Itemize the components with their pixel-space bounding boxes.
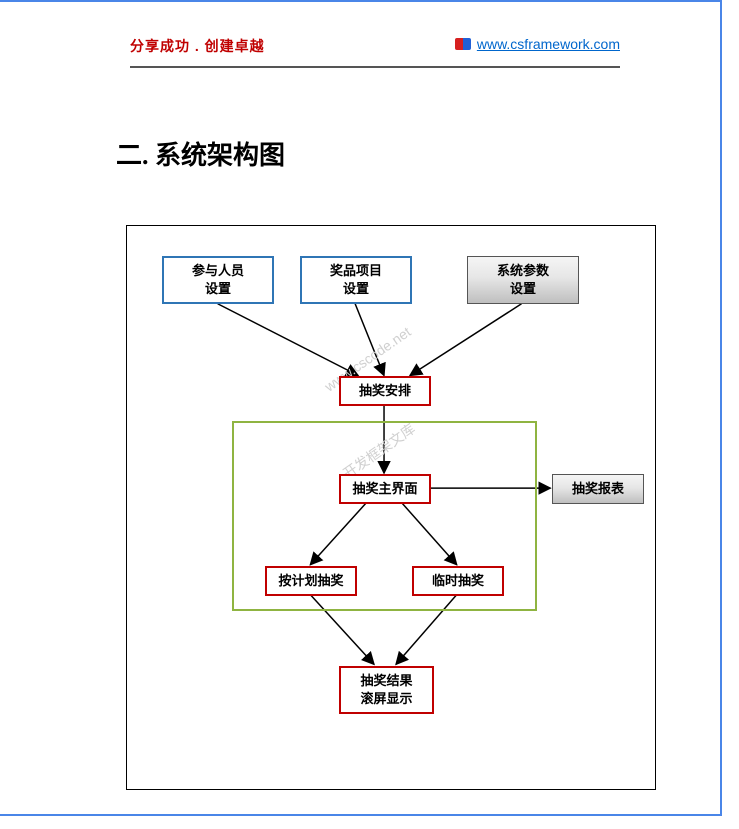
page-header: 分享成功 . 创建卓越 www.csframework.com — [130, 36, 620, 68]
header-url-link[interactable]: www.csframework.com — [477, 36, 620, 52]
flowchart-node-result: 抽奖结果滚屏显示 — [339, 666, 434, 714]
flowchart-node-plandraw: 按计划抽奖 — [265, 566, 357, 596]
flowchart-node-sysparams: 系统参数设置 — [467, 256, 579, 304]
header-slogan: 分享成功 . 创建卓越 — [130, 36, 265, 56]
page-border-bottom — [0, 814, 720, 816]
document-page: 分享成功 . 创建卓越 www.csframework.com 二. 系统架构图… — [0, 0, 739, 829]
flowchart-container: www.cscode.net开发框架文库参与人员设置奖品项目设置系统参数设置抽奖… — [126, 225, 656, 790]
flowchart-node-participants: 参与人员设置 — [162, 256, 274, 304]
page-border-right — [720, 0, 722, 816]
flowchart-node-tempdraw: 临时抽奖 — [412, 566, 504, 596]
section-heading: 二. 系统架构图 — [116, 135, 285, 172]
flowchart-node-mainui: 抽奖主界面 — [339, 474, 431, 504]
flowchart-node-arrange: 抽奖安排 — [339, 376, 431, 406]
flowchart-node-prizes: 奖品项目设置 — [300, 256, 412, 304]
flowchart-node-report: 抽奖报表 — [552, 474, 644, 504]
page-border-top — [0, 0, 720, 2]
logo-icon — [455, 38, 471, 50]
header-link-group: www.csframework.com — [455, 36, 620, 52]
